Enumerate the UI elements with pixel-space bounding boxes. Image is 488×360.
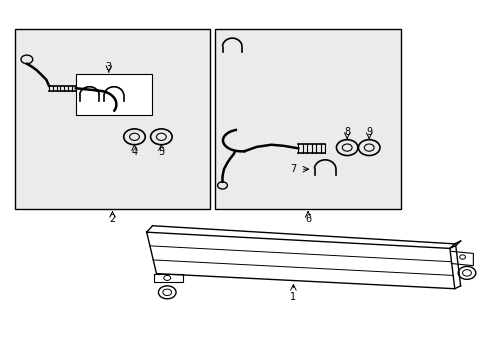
Bar [15, 29, 210, 209]
Text: 8: 8 [344, 127, 349, 137]
Text: 2: 2 [109, 214, 115, 224]
Text: 4: 4 [131, 147, 137, 157]
Text: 1: 1 [290, 292, 296, 302]
Bar [76, 74, 151, 115]
Text: 3: 3 [105, 62, 112, 72]
Text: 7: 7 [290, 164, 296, 174]
Text: 9: 9 [366, 127, 371, 137]
Text: 6: 6 [305, 214, 310, 224]
Text: 5: 5 [158, 147, 164, 157]
Bar [215, 29, 400, 209]
